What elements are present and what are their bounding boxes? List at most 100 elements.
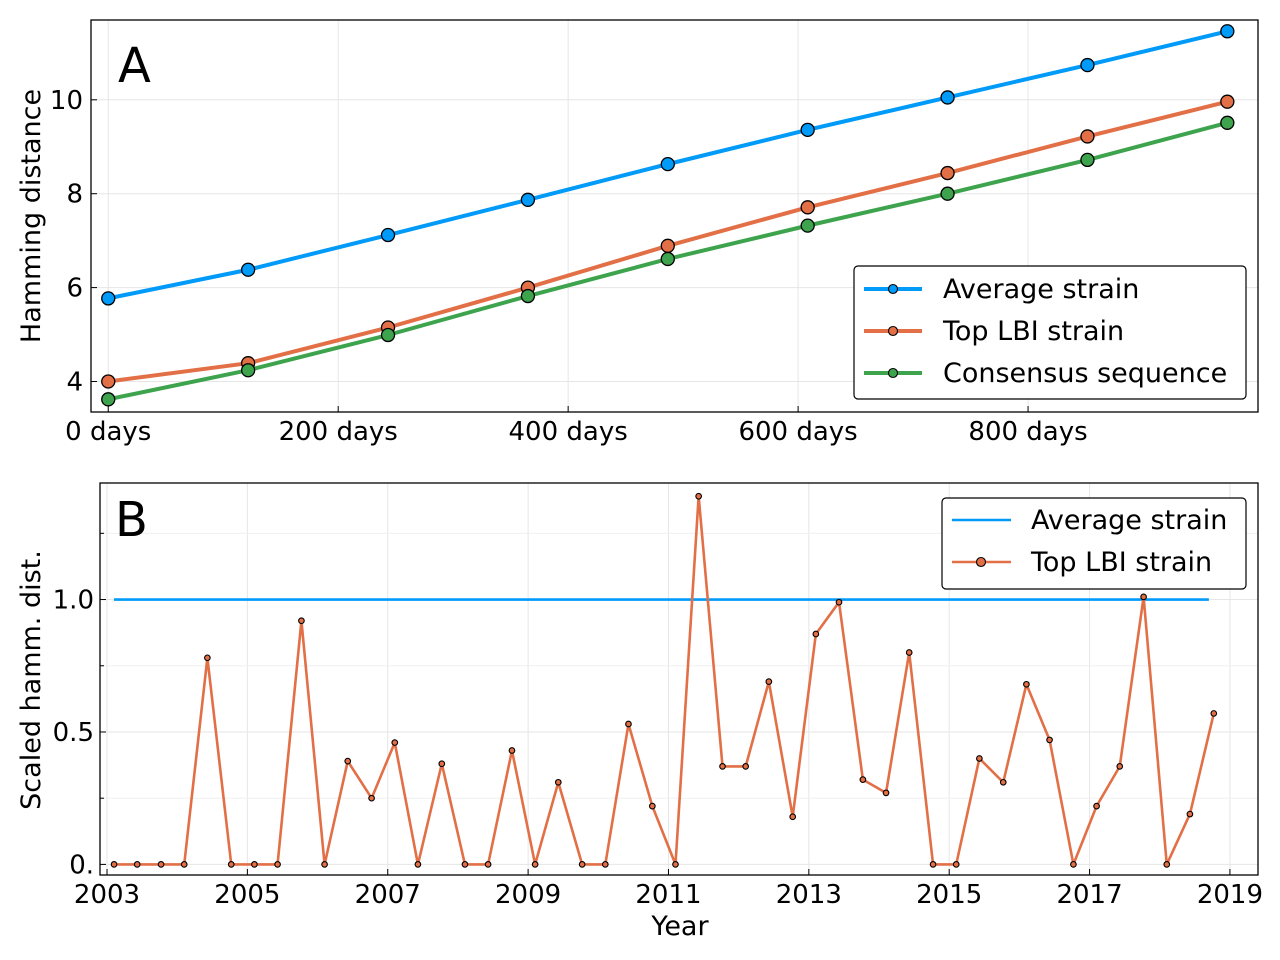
data-point-average-strain [1220, 24, 1235, 39]
data-point-consensus-sequence [660, 251, 675, 267]
panel-b-x-axis-label: Year [650, 911, 709, 942]
data-point-top-lbi-strain [461, 861, 469, 868]
data-point-top-lbi-strain [1210, 710, 1218, 717]
data-point-top-lbi-strain [905, 649, 913, 656]
panel-a-label: A [118, 38, 151, 94]
data-point-top-lbi-strain [414, 861, 422, 868]
data-point-top-lbi-strain [1070, 861, 1077, 868]
data-point-top-lbi-strain [180, 861, 188, 868]
data-point-top-lbi-strain [601, 861, 609, 868]
panel-a-frame [90, 19, 1259, 413]
data-point-top-lbi-strain [227, 861, 235, 868]
panel-a-y-tick-label: 6 [66, 274, 83, 304]
data-point-top-lbi-strain [251, 861, 258, 868]
data-point-average-strain [101, 291, 116, 306]
panel-a-series [101, 24, 1235, 407]
panel-a-legend-box [853, 265, 1247, 400]
data-point-top-lbi-strain [765, 678, 773, 685]
data-point-top-lbi-strain [789, 813, 797, 821]
data-point-top-lbi-strain [812, 630, 820, 638]
panel-a-grid [91, 20, 1258, 412]
data-point-average-strain [520, 192, 536, 207]
data-point-top-lbi-strain [157, 861, 165, 868]
data-point-consensus-sequence [520, 288, 536, 304]
data-point-top-lbi-strain [298, 617, 305, 625]
data-point-average-strain [800, 122, 815, 138]
data-point-top-lbi-strain [835, 598, 843, 606]
panel-a-x-tick-label: 400 days [509, 417, 628, 447]
data-point-top-lbi-strain [660, 238, 675, 253]
data-point-top-lbi-strain [1093, 802, 1100, 810]
data-point-consensus-sequence [240, 363, 256, 378]
data-point-top-lbi-strain [1080, 129, 1095, 144]
panel-b-legend: Average strain Top LBI strain [941, 497, 1247, 590]
data-point-top-lbi-strain [554, 778, 562, 786]
data-point-top-lbi-strain [391, 739, 399, 746]
data-point-top-lbi-strain [625, 720, 632, 728]
data-point-average-strain [1080, 57, 1095, 73]
panel-a-x-tick-label: 600 days [738, 417, 857, 447]
panel-b-x-tick-label: 2015 [916, 880, 982, 910]
panel-a-y-axis-label: Hamming distance [16, 89, 47, 343]
data-point-top-lbi-strain [940, 165, 955, 181]
legend-label: Average strain [1031, 505, 1227, 536]
data-point-average-strain [660, 156, 675, 172]
panel-a-x-tick-label: 0 days [65, 417, 151, 447]
panel-a: 0 days 200 days 400 days 600 days 800 days 4 6… [16, 19, 1259, 447]
legend-label: Top LBI strain [942, 316, 1124, 347]
data-point-top-lbi-strain [531, 861, 539, 868]
data-point-top-lbi-strain [274, 861, 281, 868]
legend-marker [887, 367, 899, 379]
data-point-average-strain [380, 227, 396, 243]
data-point-top-lbi-strain [578, 861, 586, 868]
data-point-top-lbi-strain [648, 802, 656, 810]
legend-marker [975, 556, 987, 568]
data-point-top-lbi-strain [1140, 593, 1147, 601]
panel-b-series [110, 492, 1218, 868]
panel-a-ticks: 0 days 200 days 400 days 600 days 800 days 4 6… [50, 86, 1088, 447]
data-point-top-lbi-strain [438, 760, 446, 768]
data-point-top-lbi-strain [1046, 736, 1053, 744]
data-point-top-lbi-strain [1220, 94, 1235, 109]
data-point-top-lbi-strain [1163, 861, 1171, 868]
panel-b-y-axis-label: Scaled hamm. dist. [16, 550, 47, 810]
data-point-consensus-sequence [1080, 152, 1095, 168]
data-point-top-lbi-strain [882, 789, 890, 797]
panel-b-x-tick-label: 2007 [355, 880, 421, 910]
data-point-consensus-sequence [380, 327, 396, 343]
panel-b-ticks: 2003 2005 2007 2009 2011 2013 2015 2017 2019 0. 0.… [53, 532, 1263, 910]
panel-b-y-tick-label: 1.0 [53, 586, 94, 616]
data-point-top-lbi-strain [800, 200, 815, 215]
panel-b-y-tick-label: 0. [69, 850, 94, 880]
data-point-consensus-sequence [1220, 115, 1235, 130]
data-point-top-lbi-strain [952, 861, 960, 868]
panel-b-legend-items: Average strain Top LBI strain [952, 505, 1227, 578]
panel-a-legend: Average strain Top LBI strain Consensus se… [853, 265, 1247, 400]
panel-a-y-tick-label: 8 [66, 180, 83, 210]
panel-b-x-tick-label: 2003 [74, 880, 140, 910]
data-point-top-lbi-strain [929, 861, 937, 868]
panel-b-x-tick-label: 2009 [495, 880, 561, 910]
panel-a-x-tick-label: 800 days [968, 417, 1087, 447]
data-point-top-lbi-strain [321, 861, 328, 868]
panel-b-x-tick-label: 2019 [1197, 880, 1263, 910]
data-point-top-lbi-strain [368, 794, 375, 802]
legend-label: Average strain [943, 274, 1139, 305]
panel-b-label: B [115, 492, 148, 548]
data-point-top-lbi-strain [101, 374, 116, 389]
panel-b-y-tick-label: 0.5 [53, 718, 94, 748]
panel-b-x-tick-label: 2013 [776, 880, 842, 910]
data-point-top-lbi-strain [110, 861, 118, 868]
data-point-top-lbi-strain [1116, 763, 1124, 770]
data-point-top-lbi-strain [484, 861, 492, 868]
panel-a-y-tick-label: 10 [50, 86, 83, 116]
panel-a-legend-items: Average strain Top LBI strain Consensus se… [864, 274, 1227, 389]
panel-b-x-tick-label: 2005 [214, 880, 280, 910]
legend-marker [887, 283, 899, 295]
data-point-consensus-sequence [101, 392, 116, 407]
legend-marker [887, 325, 899, 337]
data-point-top-lbi-strain [508, 747, 516, 754]
panel-b: 2003 2005 2007 2009 2011 2013 2015 2017 2019 0. 0.… [16, 482, 1263, 942]
data-point-consensus-sequence [800, 218, 815, 233]
